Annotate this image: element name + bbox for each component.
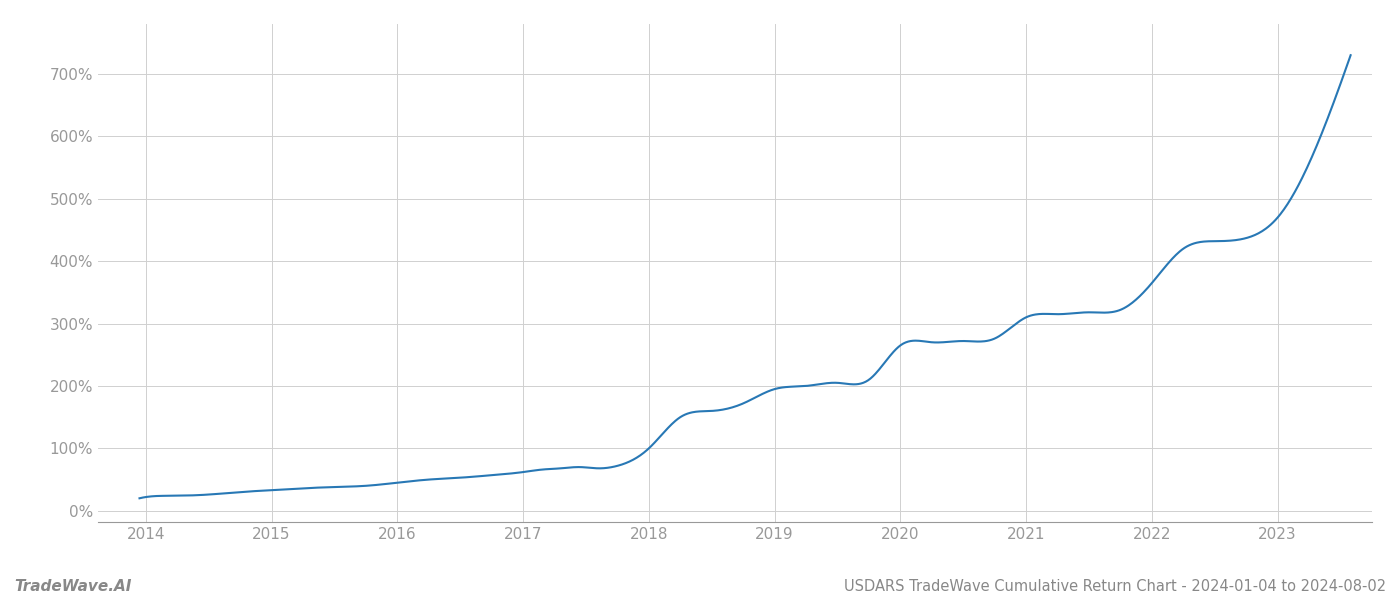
Text: USDARS TradeWave Cumulative Return Chart - 2024-01-04 to 2024-08-02: USDARS TradeWave Cumulative Return Chart… (844, 579, 1386, 594)
Text: TradeWave.AI: TradeWave.AI (14, 579, 132, 594)
